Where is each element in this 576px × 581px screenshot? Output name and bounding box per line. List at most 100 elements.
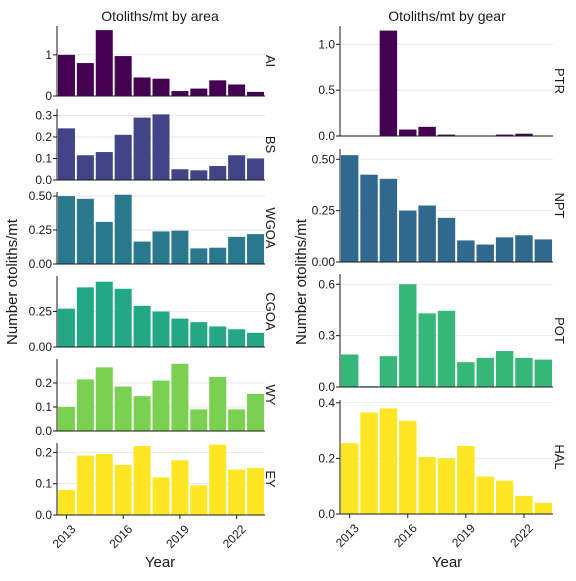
strip-label-cgoa: CGOA bbox=[263, 292, 278, 331]
right-y-axis-title: Number otoliths/mt bbox=[293, 218, 310, 345]
bar-npt-2016 bbox=[399, 210, 417, 262]
bar-ptr-2018 bbox=[437, 134, 456, 136]
bar-cgoa-2016 bbox=[114, 288, 132, 347]
bar-ey-2013 bbox=[57, 489, 75, 515]
bar-ptr-2015 bbox=[379, 30, 398, 136]
bar-wy-2019 bbox=[171, 363, 189, 431]
bar-ai-2020 bbox=[190, 88, 208, 96]
bar-hal-2014 bbox=[360, 412, 378, 514]
bar-npt-2023 bbox=[534, 239, 553, 262]
y-tick-label-cgoa-1: 0.25 bbox=[29, 305, 53, 319]
bar-hal-2019 bbox=[457, 445, 475, 514]
bar-ai-2021 bbox=[209, 80, 227, 96]
y-tick-label-wy-2: 0.2 bbox=[35, 376, 52, 390]
bar-npt-2015 bbox=[379, 178, 398, 262]
y-tick-label-cgoa-0: 0.00 bbox=[29, 340, 53, 354]
bar-ptr-2016 bbox=[399, 129, 417, 136]
bar-bs-2023 bbox=[247, 158, 265, 180]
bar-pot-2013 bbox=[340, 354, 359, 387]
bar-ai-2013 bbox=[57, 54, 75, 96]
bar-ey-2018 bbox=[152, 477, 170, 515]
bar-bs-2016 bbox=[114, 134, 132, 180]
bar-npt-2017 bbox=[418, 205, 436, 262]
bar-cgoa-2017 bbox=[133, 305, 151, 347]
bar-ai-2014 bbox=[76, 63, 94, 96]
y-tick-label-wgoa-1: 0.25 bbox=[29, 223, 53, 237]
bar-ey-2017 bbox=[133, 446, 151, 515]
y-tick-label-pot-1: 0.3 bbox=[318, 329, 335, 343]
y-tick-label-bs-2: 0.2 bbox=[35, 130, 52, 144]
bar-ey-2019 bbox=[171, 460, 189, 515]
bar-hal-2023 bbox=[534, 502, 553, 514]
bar-bs-2017 bbox=[133, 117, 151, 180]
left-y-axis-title: Number otoliths/mt bbox=[4, 218, 21, 345]
bar-wy-2013 bbox=[57, 407, 75, 431]
bar-pot-2016 bbox=[399, 284, 417, 387]
bar-ai-2022 bbox=[228, 84, 246, 96]
y-tick-label-ai-1: 1 bbox=[45, 48, 52, 62]
y-tick-label-ptr-0: 0.0 bbox=[318, 129, 335, 143]
bar-bs-2015 bbox=[95, 152, 113, 180]
bar-npt-2021 bbox=[495, 237, 514, 262]
y-tick-label-npt-2: 0.50 bbox=[312, 152, 336, 166]
strip-label-npt: NPT bbox=[552, 193, 567, 219]
bar-wy-2016 bbox=[114, 386, 132, 431]
bar-wgoa-2014 bbox=[76, 198, 94, 264]
strip-label-ptr: PTR bbox=[552, 68, 567, 94]
left-x-axis-title: Year bbox=[145, 554, 175, 571]
bar-ai-2017 bbox=[133, 77, 151, 96]
y-tick-label-hal-1: 0.2 bbox=[318, 451, 335, 465]
bar-pot-2019 bbox=[457, 362, 475, 387]
plot-layer: 0 1 AI 0.0 0.1 0.2 0.3 BS 0.00 0.25 0.50 WGOA 0.00 0.… bbox=[29, 26, 567, 551]
bar-wgoa-2015 bbox=[95, 221, 113, 264]
bar-hal-2018 bbox=[437, 458, 456, 514]
bar-ey-2014 bbox=[76, 455, 94, 515]
y-tick-label-ptr-2: 1.0 bbox=[318, 37, 335, 51]
bar-pot-2020 bbox=[476, 357, 494, 387]
y-tick-label-ey-2: 0.2 bbox=[35, 445, 52, 459]
bar-ey-2023 bbox=[247, 468, 265, 515]
bar-wgoa-2018 bbox=[152, 231, 170, 264]
right-chart-title: Otoliths/mt by gear bbox=[388, 8, 506, 24]
bar-bs-2019 bbox=[171, 169, 189, 180]
bar-pot-2023 bbox=[534, 359, 553, 387]
bar-ey-2016 bbox=[114, 464, 132, 515]
bar-wgoa-2021 bbox=[209, 247, 227, 264]
bar-ey-2015 bbox=[95, 453, 113, 515]
y-tick-label-wy-1: 0.1 bbox=[35, 400, 52, 414]
y-tick-label-bs-3: 0.3 bbox=[35, 108, 52, 122]
y-tick-label-ey-0: 0.0 bbox=[35, 508, 52, 522]
bar-cgoa-2013 bbox=[57, 308, 75, 347]
bar-npt-2014 bbox=[360, 174, 378, 262]
bar-bs-2021 bbox=[209, 166, 227, 180]
bar-ai-2023 bbox=[247, 91, 265, 96]
bar-wgoa-2017 bbox=[133, 241, 151, 264]
y-tick-label-wgoa-2: 0.50 bbox=[29, 189, 53, 203]
bar-cgoa-2015 bbox=[95, 281, 113, 347]
y-tick-label-hal-2: 0.4 bbox=[318, 396, 335, 410]
bar-cgoa-2022 bbox=[228, 329, 246, 347]
bar-npt-2022 bbox=[515, 235, 533, 262]
bar-ey-2022 bbox=[228, 469, 246, 515]
bar-ptr-2017 bbox=[418, 126, 436, 136]
bar-wgoa-2023 bbox=[247, 234, 265, 264]
bar-pot-2017 bbox=[418, 313, 436, 387]
y-tick-label-pot-0: 0.0 bbox=[318, 380, 335, 394]
y-tick-label-ey-1: 0.1 bbox=[35, 477, 52, 491]
y-tick-label-hal-0: 0.0 bbox=[318, 507, 335, 521]
y-tick-label-ptr-1: 0.5 bbox=[318, 83, 335, 97]
bar-wy-2021 bbox=[209, 377, 227, 431]
strip-label-wgoa: WGOA bbox=[263, 207, 278, 248]
bar-bs-2013 bbox=[57, 128, 75, 180]
bar-ai-2016 bbox=[114, 56, 132, 96]
bar-wgoa-2019 bbox=[171, 230, 189, 264]
bar-ey-2020 bbox=[190, 485, 208, 515]
bar-hal-2017 bbox=[418, 457, 436, 514]
strip-label-ai: AI bbox=[263, 55, 278, 67]
bar-npt-2013 bbox=[340, 155, 359, 262]
bar-hal-2013 bbox=[340, 443, 359, 514]
bar-npt-2019 bbox=[457, 240, 475, 262]
bar-bs-2020 bbox=[190, 170, 208, 180]
y-tick-label-wgoa-0: 0.00 bbox=[29, 257, 53, 271]
